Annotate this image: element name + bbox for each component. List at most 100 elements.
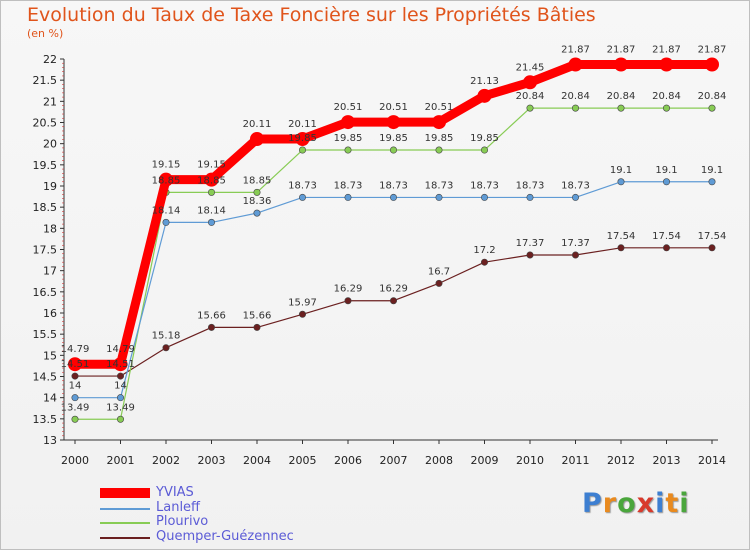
x-tick-label: 2000 [61,454,89,467]
data-point-lanleff [253,209,261,217]
y-tick-label: 16 [43,307,57,320]
legend-label: Lanleff [156,499,201,515]
data-label-lanleff: 18.73 [288,180,317,191]
data-label-lanleff: 18.14 [197,205,226,216]
data-point-quemper-guezennec [708,244,716,252]
data-label-plourivo: 18.85 [197,175,226,186]
data-point-yvias [68,357,82,372]
y-tick-label: 19.5 [33,159,58,172]
data-label-yvias: 20.51 [379,102,408,113]
data-point-yvias [477,88,492,103]
x-tick-label: 2006 [334,454,362,467]
data-label-plourivo: 19.85 [288,133,317,144]
data-point-plourivo [117,415,125,423]
data-point-lanleff [480,193,488,201]
data-point-yvias [341,115,355,130]
y-tick-label: 17 [43,265,57,278]
data-point-lanleff [571,193,579,201]
logo-letter: i [655,488,666,519]
data-point-quemper-guezennec [526,251,534,259]
data-point-yvias [250,132,264,147]
y-tick-label: 18.5 [33,201,58,214]
data-label-yvias: 14.79 [106,344,135,355]
y-tick-label: 14.5 [33,371,58,384]
logo-letter: o [617,488,637,519]
data-label-quemper-guezennec: 15.18 [152,331,181,342]
data-labels-layer: 14.51 14.51 15.18 15.66 15.66 15.97 16.29 16.29… [61,45,727,414]
data-point-lanleff [344,193,352,201]
y-tick-label: 20.5 [33,117,58,130]
data-point-quemper-guezennec [208,323,216,331]
legend-swatch-quemper-guezennec [100,536,150,539]
y-tick-label: 18 [43,222,57,235]
data-label-yvias: 20.51 [425,102,454,113]
y-tick-label: 13.5 [33,413,58,426]
data-label-quemper-guezennec: 15.66 [197,310,226,321]
data-point-quemper-guezennec [298,310,306,318]
data-label-plourivo: 20.84 [698,91,727,102]
logo-letter: i [679,488,690,519]
x-tick-label: 2002 [152,454,180,467]
data-point-plourivo [435,146,443,154]
data-point-yvias [705,57,719,72]
data-label-quemper-guezennec: 17.37 [516,238,545,249]
y-tick-label: 13 [43,434,57,447]
data-label-yvias: 21.87 [607,45,636,56]
legend-label: Plourivo [156,514,209,529]
x-tick-label: 2010 [516,454,544,467]
data-label-plourivo: 20.84 [607,91,636,102]
data-label-quemper-guezennec: 17.2 [473,245,495,256]
x-tick-label: 2005 [289,454,317,467]
data-point-quemper-guezennec [617,244,625,252]
x-tick-label: 2014 [698,454,726,467]
data-label-lanleff: 19.1 [655,165,677,176]
y-tick-label: 16.5 [33,286,58,299]
data-label-quemper-guezennec: 17.37 [561,238,590,249]
data-label-quemper-guezennec: 16.29 [334,284,363,295]
data-label-plourivo: 19.85 [334,133,363,144]
x-tick-label: 2001 [107,454,135,467]
data-label-lanleff: 18.73 [470,180,499,191]
data-label-yvias: 20.11 [288,119,317,130]
data-label-quemper-guezennec: 16.29 [379,284,408,295]
data-label-lanleff: 14 [114,381,127,392]
data-point-plourivo [662,104,670,112]
y-tick-label: 21 [43,95,57,108]
chart-subtitle: (en %) [27,27,64,40]
legend-label: YVIAS [156,485,194,500]
data-label-lanleff: 18.73 [561,180,590,191]
x-tick-label: 2011 [562,454,590,467]
x-tick-label: 2009 [471,454,499,467]
series-layer [68,57,719,423]
data-label-plourivo: 20.84 [516,91,545,102]
data-point-plourivo [253,188,261,196]
y-tick-label: 15.5 [33,328,58,341]
data-label-yvias: 21.45 [516,62,545,73]
y-tick-label: 20 [43,138,57,151]
x-tick-label: 2012 [607,454,635,467]
data-point-plourivo [389,146,397,154]
data-point-lanleff [298,193,306,201]
logo-letter: t [665,488,680,519]
data-point-yvias [523,75,537,90]
data-point-lanleff [208,218,216,226]
data-point-plourivo [526,104,534,112]
data-point-yvias [432,115,446,130]
x-tick-label: 2007 [380,454,408,467]
data-point-quemper-guezennec [71,372,79,380]
data-label-lanleff: 19.1 [701,165,723,176]
data-label-lanleff: 19.1 [610,165,632,176]
data-point-plourivo [344,146,352,154]
logo-letter: P [582,488,603,519]
logo-letter: r [602,488,618,519]
data-label-plourivo: 20.84 [561,91,590,102]
data-point-yvias [204,172,219,187]
x-tick-label: 2003 [198,454,226,467]
proxiti-logo: Proxiti [582,488,690,519]
data-point-lanleff [71,394,79,402]
data-label-plourivo: 20.84 [652,91,681,102]
data-point-quemper-guezennec [662,244,670,252]
data-label-lanleff: 18.73 [425,180,454,191]
data-label-yvias: 21.13 [470,76,499,87]
